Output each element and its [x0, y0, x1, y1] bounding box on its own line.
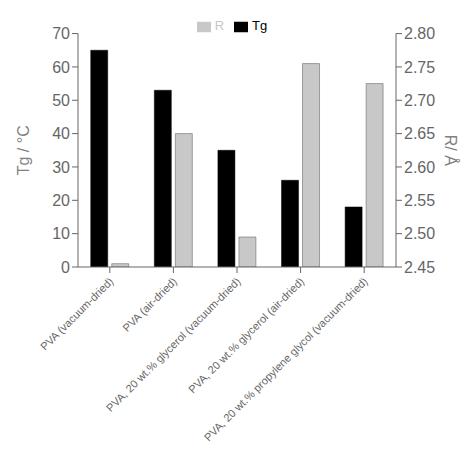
svg-text:30: 30	[52, 159, 70, 176]
svg-text:2.70: 2.70	[404, 92, 435, 109]
svg-text:PVA, 20 wt.% glycerol (vacuum-: PVA, 20 wt.% glycerol (vacuum-dried)	[104, 275, 243, 414]
svg-text:2.55: 2.55	[404, 192, 435, 209]
svg-text:2.45: 2.45	[404, 259, 435, 276]
svg-text:PVA, 20 wt.% propylene glycol: PVA, 20 wt.% propylene glycol (vacuum-dr…	[202, 275, 370, 443]
svg-text:0: 0	[61, 259, 70, 276]
html-text:R: R	[214, 18, 225, 33]
html-text:Tg: Tg	[252, 18, 268, 33]
svg-text:R/ Å: R/ Å	[442, 135, 460, 166]
svg-text:2.65: 2.65	[404, 125, 435, 142]
svg-text:60: 60	[52, 59, 70, 76]
svg-text:PVA, 20 wt.% glycerol (air-dri: PVA, 20 wt.% glycerol (air-dried)	[186, 275, 306, 395]
svg-text:PVA (air-dried): PVA (air-dried)	[120, 275, 179, 334]
svg-text:20: 20	[52, 192, 70, 209]
svg-text:70: 70	[52, 25, 70, 42]
svg-text:Tg / °C: Tg / °C	[15, 125, 32, 175]
svg-text:50: 50	[52, 92, 70, 109]
svg-text:40: 40	[52, 125, 70, 142]
svg-text:2.50: 2.50	[404, 225, 435, 242]
svg-text:2.60: 2.60	[404, 159, 435, 176]
svg-text:2.75: 2.75	[404, 59, 435, 76]
svg-text:10: 10	[52, 225, 70, 242]
svg-text:PVA (vacuum-dried): PVA (vacuum-dried)	[38, 275, 116, 353]
svg-text:2.80: 2.80	[404, 25, 435, 42]
